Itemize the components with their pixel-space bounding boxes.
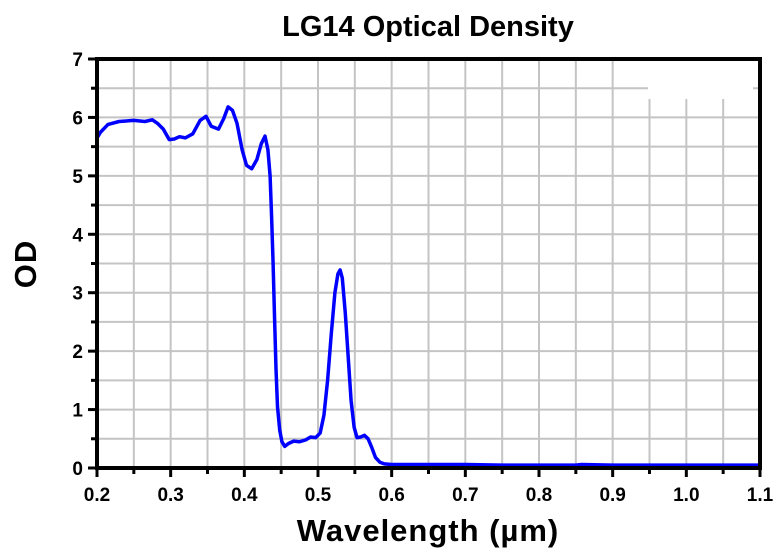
series-layer xyxy=(95,105,762,467)
x-tick-label: 0.5 xyxy=(305,485,332,506)
blank-legend-box xyxy=(648,61,753,99)
x-tick-labels: 0.2 0.3 0.4 0.5 0.6 0.7 0.8 0.9 1.0 1.1 xyxy=(84,485,774,506)
y-tick-labels: 0 1 2 3 4 5 6 7 xyxy=(72,50,83,480)
y-tick-label: 0 xyxy=(72,459,83,480)
y-tick-label: 4 xyxy=(72,225,83,246)
x-tick-label: 0.9 xyxy=(599,485,625,506)
series-line-lg14 xyxy=(95,105,762,467)
x-tick-label: 0.3 xyxy=(157,485,183,506)
axis-layer xyxy=(88,57,762,477)
x-tick-label: 0.2 xyxy=(84,485,110,506)
x-tick-label: 0.7 xyxy=(452,485,478,506)
y-tick-label: 3 xyxy=(72,284,83,305)
y-tick-label: 5 xyxy=(72,167,83,188)
y-tick-label: 2 xyxy=(72,342,83,363)
x-tick-label: 1.1 xyxy=(747,485,774,506)
y-tick-label: 1 xyxy=(72,401,83,422)
y-tick-label: 6 xyxy=(72,108,83,129)
grid-layer xyxy=(97,59,760,468)
y-tick-label: 7 xyxy=(72,50,83,71)
x-tick-label: 0.8 xyxy=(526,485,552,506)
chart-title: LG14 Optical Density xyxy=(282,11,574,43)
x-tick-label: 0.4 xyxy=(231,485,258,506)
x-tick-label: 0.6 xyxy=(378,485,404,506)
x-tick-label: 1.0 xyxy=(673,485,699,506)
x-axis-label: Wavelength (µm) xyxy=(297,513,560,548)
y-axis-label: OD xyxy=(8,240,43,289)
